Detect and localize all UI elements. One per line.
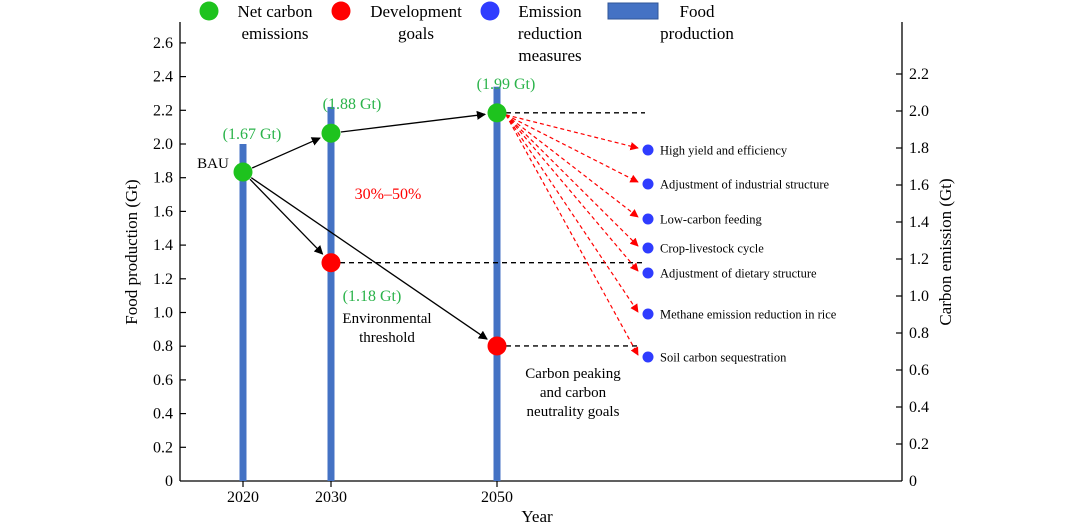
bau-label: BAU [197, 156, 229, 172]
legend-label-line: Emission [518, 2, 582, 21]
left-tick-label: 2.6 [153, 35, 173, 52]
legend-label-line: Net carbon [237, 2, 313, 21]
right-axis-ticks: 0 0.2 0.4 0.6 0.8 1.0 1.2 1.4 1.6 1.8 2.0 2.2 [896, 66, 929, 490]
arrow-2030-2050-net [340, 110, 486, 133]
left-axis-title: Food production (Gt) [122, 179, 141, 324]
legend-measures-marker [480, 1, 500, 21]
measure-arrow [505, 114, 639, 356]
right-axis-title: Carbon emission (Gt) [936, 178, 955, 325]
food-production-bar [239, 144, 247, 481]
x-tick-label: 2020 [227, 489, 259, 506]
net-emission-point [487, 103, 507, 123]
legend-label-line: production [660, 24, 734, 43]
food-production-bar [327, 106, 335, 482]
right-tick-label: 1.0 [909, 288, 929, 305]
goal-note-line: Carbon peaking [525, 366, 621, 382]
measure-label: Adjustment of dietary structure [660, 267, 817, 281]
right-tick-label: 0.6 [909, 362, 929, 379]
measure-marker [642, 308, 654, 320]
legend-label-line: measures [518, 46, 581, 65]
left-tick-label: 0.8 [153, 338, 173, 355]
right-tick-label: 1.6 [909, 177, 929, 194]
legend: Net carbon emissions Development goals Emiss… [199, 1, 734, 65]
goal-note-line: and carbon [540, 385, 607, 401]
right-tick-label: 0 [909, 473, 917, 490]
goal-note-line: neutrality goals [527, 404, 620, 420]
left-tick-label: 0 [165, 473, 173, 490]
measure-arrow [505, 114, 639, 247]
legend-label-line: Food [680, 2, 715, 21]
left-tick-label: 2.2 [153, 102, 173, 119]
arrow-2020-neutrality [250, 177, 488, 340]
legend-label-line: goals [398, 24, 434, 43]
measure-arrow [505, 114, 639, 151]
measure-label: Methane emission reduction in rice [660, 308, 837, 322]
arrow-2020-2030-net [251, 137, 321, 169]
measure-arrow [505, 114, 639, 313]
threshold-value-label: (1.18 Gt) [343, 288, 402, 305]
left-tick-label: 1.6 [153, 203, 173, 220]
left-tick-label: 0.6 [153, 372, 173, 389]
data-points [233, 103, 507, 356]
net-emission-point [321, 123, 341, 143]
connectors [249, 110, 645, 356]
x-tick-label: 2030 [315, 489, 347, 506]
food-production-bar [493, 86, 501, 482]
right-tick-label: 2.0 [909, 103, 929, 120]
food-production-bars [239, 86, 501, 482]
net-emission-point [233, 162, 253, 182]
left-tick-label: 0.2 [153, 439, 173, 456]
left-tick-label: 2.0 [153, 136, 173, 153]
left-tick-label: 1.4 [153, 237, 173, 254]
legend-label-line: reduction [518, 24, 583, 43]
measure-label: Soil carbon sequestration [660, 351, 787, 365]
measure-label: Low-carbon feeding [660, 213, 762, 227]
goal-note-line: threshold [359, 330, 415, 346]
annotations: (1.67 Gt) (1.88 Gt) (1.99 Gt) (1.18 Gt) BAU 3… [197, 76, 621, 420]
goal-note-line: Environmental [342, 311, 431, 327]
x-axis-ticks: 2020 2030 2050 [227, 481, 513, 506]
measure-label: Crop-livestock cycle [660, 242, 764, 256]
left-tick-label: 1.0 [153, 305, 173, 322]
right-tick-label: 1.2 [909, 251, 929, 268]
measure-arrow [505, 114, 639, 183]
legend-label-line: Development [370, 2, 462, 21]
measure-marker [642, 242, 654, 254]
measure-marker [642, 213, 654, 225]
left-tick-label: 1.8 [153, 170, 173, 187]
measure-marker [642, 178, 654, 190]
measure-marker [642, 351, 654, 363]
measure-label: High yield and efficiency [660, 144, 788, 158]
legend-label-line: emissions [241, 24, 308, 43]
x-axis-title: Year [521, 507, 553, 526]
right-tick-label: 0.2 [909, 436, 929, 453]
left-tick-label: 0.4 [153, 406, 173, 423]
left-tick-label: 2.4 [153, 69, 173, 86]
right-tick-label: 1.8 [909, 140, 929, 157]
arrow-2020-threshold [249, 178, 324, 255]
right-tick-label: 1.4 [909, 214, 929, 231]
measure-arrow [505, 114, 639, 218]
right-tick-label: 0.8 [909, 325, 929, 342]
measure-marker [642, 144, 654, 156]
net-emission-label: (1.99 Gt) [477, 76, 536, 93]
emission-reduction-measures: High yield and efficiency Adjustment of i… [642, 144, 837, 365]
measure-marker [642, 267, 654, 279]
legend-net-marker [199, 1, 219, 21]
x-tick-label: 2050 [481, 489, 513, 506]
left-axis-ticks: 0 0.2 0.4 0.6 0.8 1.0 1.2 1.4 1.6 1.8 2.0 2.2 2.4 2.6 [153, 35, 186, 490]
net-emission-label: (1.67 Gt) [223, 126, 282, 143]
right-tick-label: 0.4 [909, 399, 929, 416]
legend-goals-marker [331, 1, 351, 21]
reduction-range-label: 30%–50% [355, 186, 422, 203]
legend-food-production-swatch [607, 2, 659, 20]
measure-label: Adjustment of industrial structure [660, 178, 830, 192]
left-tick-label: 1.2 [153, 271, 173, 288]
net-emission-label: (1.88 Gt) [323, 96, 382, 113]
development-goal-point [487, 336, 507, 356]
measure-arrow [505, 114, 639, 272]
development-goal-point [321, 253, 341, 273]
right-tick-label: 2.2 [909, 66, 929, 83]
